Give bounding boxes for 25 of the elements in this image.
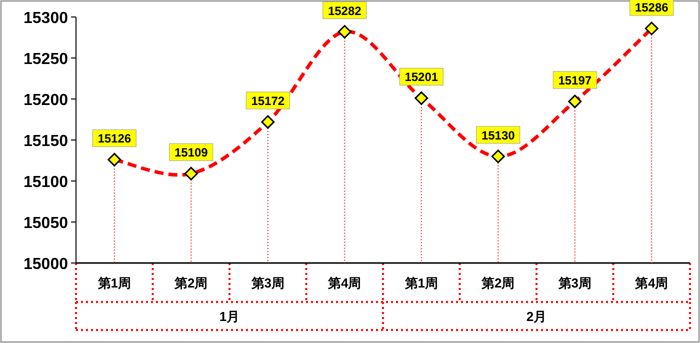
x-tick-label: 第2周 — [480, 276, 515, 290]
x-tick-label: 第1周 — [96, 276, 131, 290]
y-tick-label: 15250 — [24, 51, 68, 68]
data-label: 15130 — [481, 128, 516, 142]
x-tick-label: 第2周 — [174, 276, 208, 290]
data-label: 15109 — [174, 146, 208, 160]
data-label: 15201 — [404, 70, 438, 84]
y-tick-label: 15100 — [24, 174, 68, 191]
text: 2月 — [526, 309, 547, 324]
data-label: 15286 — [634, 0, 669, 14]
y-tick-label: 15150 — [24, 133, 68, 150]
data-label: 15172 — [251, 94, 285, 108]
x-tick-label: 第3周 — [250, 276, 284, 290]
text: 1月 — [219, 309, 240, 324]
x-tick-label: 第1周 — [404, 276, 438, 290]
y-tick-label: 15300 — [24, 10, 68, 27]
x-tick-label: 第4周 — [634, 276, 668, 290]
data-label: 15126 — [98, 132, 132, 146]
y-tick-label: 15000 — [24, 256, 68, 273]
data-label: 15282 — [328, 4, 362, 18]
x-tick-label: 第4周 — [327, 276, 362, 290]
x-tick-label: 第3周 — [557, 276, 592, 290]
data-label: 15197 — [558, 73, 592, 88]
y-tick-label: 15200 — [24, 92, 68, 109]
y-tick-label: 15050 — [24, 215, 68, 232]
